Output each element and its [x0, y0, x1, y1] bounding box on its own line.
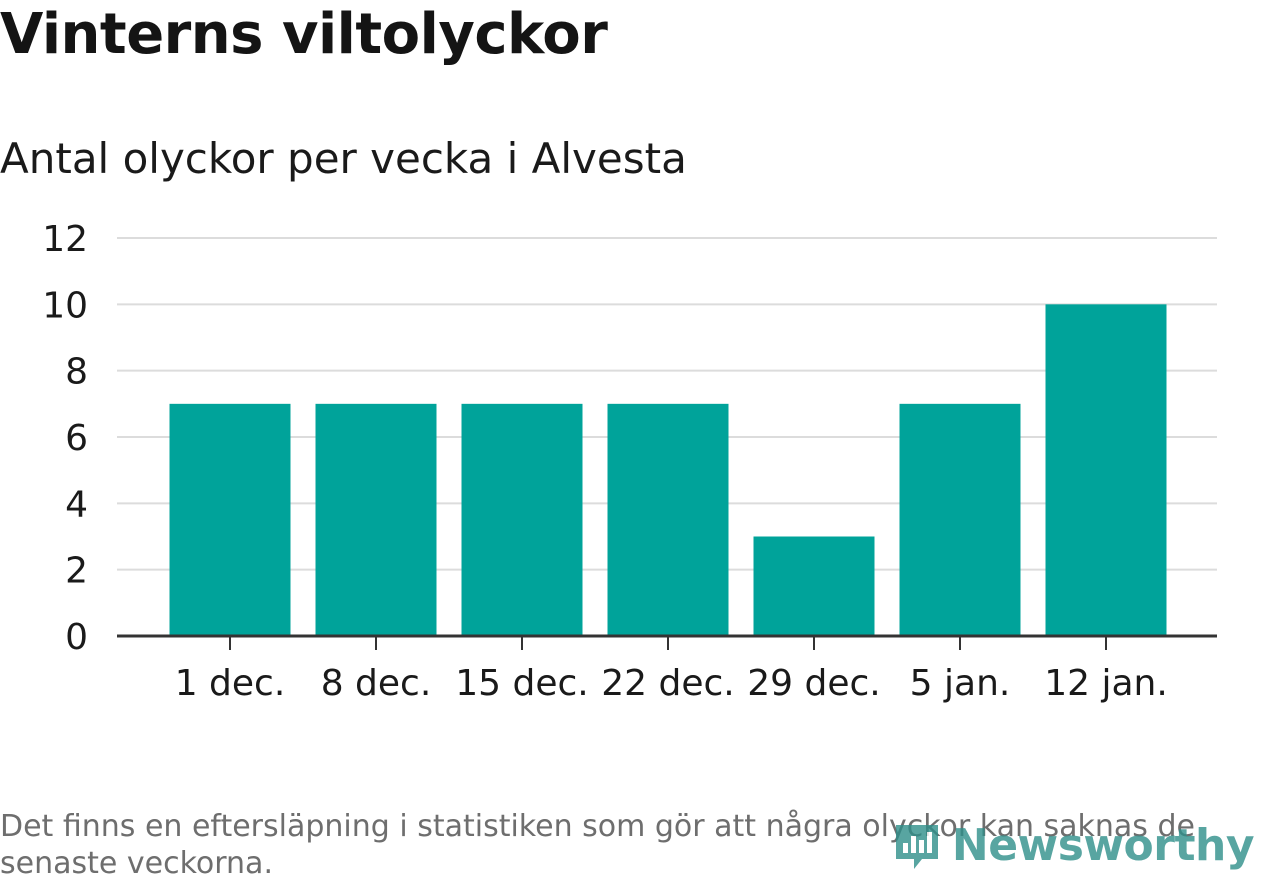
chart-title: Vinterns viltolyckor	[0, 2, 608, 67]
x-tick-label: 1 dec.	[175, 663, 286, 704]
y-axis-ticks: 0 2 4 6 8 10 12	[42, 219, 88, 658]
y-tick-label: 10	[42, 285, 88, 326]
x-tick-label: 22 dec.	[601, 663, 735, 704]
bars	[169, 304, 1167, 636]
y-tick-label: 8	[65, 352, 88, 393]
y-tick-label: 2	[65, 551, 88, 592]
bar	[753, 536, 875, 636]
y-tick-label: 12	[42, 219, 88, 260]
chart-subtitle: Antal olyckor per vecka i Alvesta	[0, 134, 687, 183]
y-tick-label: 6	[65, 418, 88, 459]
x-tick-label: 15 dec.	[455, 663, 589, 704]
bar	[899, 403, 1021, 636]
y-tick-label: 0	[65, 617, 88, 658]
y-tick-label: 4	[65, 484, 88, 525]
newsworthy-logo-icon	[895, 824, 938, 869]
brand-name: Newsworthy	[951, 820, 1255, 871]
brand-logo: Newsworthy	[892, 820, 1255, 871]
bar	[315, 403, 437, 636]
footnote: Det finns en eftersläpning i statistiken…	[0, 809, 1195, 881]
bar	[1045, 304, 1167, 636]
x-axis-ticks: 1 dec. 8 dec. 15 dec. 22 dec. 29 dec. 5 jan. 1…	[175, 663, 1168, 704]
bar	[461, 403, 583, 636]
x-tick-label: 29 dec.	[747, 663, 881, 704]
x-axis	[117, 634, 1217, 650]
x-tick-label: 5 jan.	[910, 663, 1011, 704]
bar-chart: 0 2 4 6 8 10 12 1 dec. 8 dec. 15 dec. 22 dec. 29 d…	[42, 219, 1217, 704]
x-tick-label: 12 jan.	[1044, 663, 1168, 704]
x-tick-label: 8 dec.	[321, 663, 432, 704]
bar	[169, 403, 291, 636]
bar	[607, 403, 729, 636]
